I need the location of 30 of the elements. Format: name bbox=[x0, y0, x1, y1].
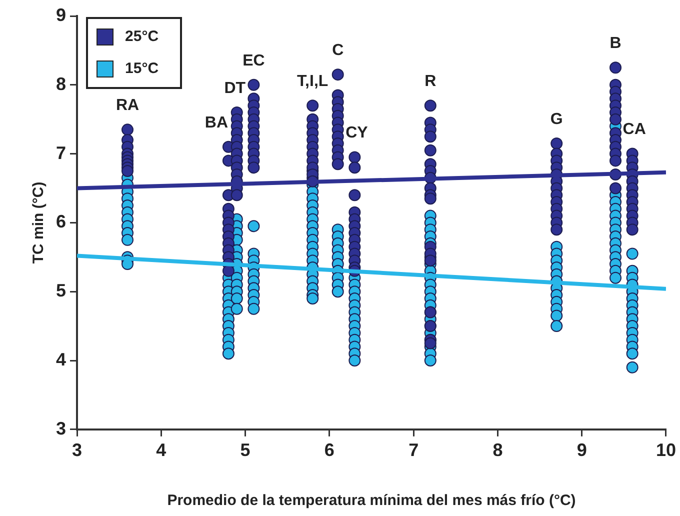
y-tick-label: 4 bbox=[56, 349, 66, 370]
x-tick-label: 10 bbox=[656, 440, 676, 460]
x-tick-label: 7 bbox=[408, 440, 419, 460]
y-tick-label: 5 bbox=[56, 280, 66, 301]
annotation: RA bbox=[116, 97, 140, 114]
y-tick-label: 3 bbox=[56, 418, 66, 438]
annotation: G bbox=[550, 110, 563, 128]
x-tick-label: 9 bbox=[576, 440, 587, 460]
annotation: CY bbox=[346, 124, 368, 142]
x-axis-title: Promedio de la temperatura mínima del mes más frío (°C) bbox=[167, 492, 576, 510]
annotation: BA bbox=[204, 114, 228, 132]
annotation: DT bbox=[224, 80, 246, 97]
annotation: R bbox=[424, 72, 437, 90]
x-tick-label: 5 bbox=[240, 440, 250, 460]
annotation: B bbox=[610, 35, 622, 52]
y-tick-label: 9 bbox=[56, 4, 66, 25]
y-tick-label: 6 bbox=[56, 212, 66, 232]
legend-label: 25°C bbox=[125, 28, 159, 46]
annotation: EC bbox=[242, 52, 266, 70]
x-tick-label: 3 bbox=[72, 440, 82, 460]
x-tick-label: 8 bbox=[492, 440, 503, 460]
annotation: C bbox=[332, 42, 344, 59]
y-tick-label: 8 bbox=[56, 74, 66, 94]
legend-label: 15°C bbox=[125, 60, 159, 78]
x-tick-label: 6 bbox=[324, 440, 334, 460]
annotation: CA bbox=[622, 121, 646, 138]
y-tick-label: 7 bbox=[56, 142, 66, 163]
x-tick-label: 4 bbox=[156, 440, 166, 460]
y-axis-title: TC min (°C) bbox=[30, 182, 48, 264]
annotation: T,I,L bbox=[297, 72, 328, 90]
